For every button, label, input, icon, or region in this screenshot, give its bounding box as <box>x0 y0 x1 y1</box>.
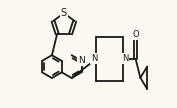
Text: N: N <box>78 56 85 65</box>
Text: S: S <box>61 8 67 18</box>
Text: O: O <box>132 30 139 39</box>
Text: N: N <box>122 54 128 63</box>
Text: N: N <box>92 54 98 63</box>
